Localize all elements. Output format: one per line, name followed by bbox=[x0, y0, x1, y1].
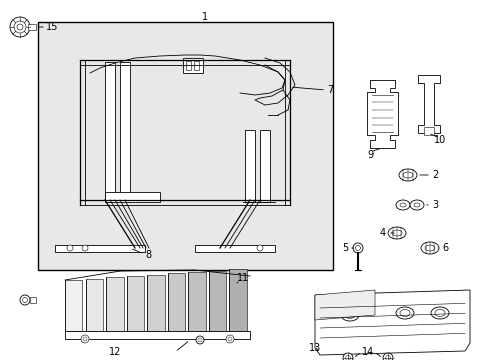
Circle shape bbox=[82, 245, 88, 251]
Circle shape bbox=[345, 356, 350, 360]
Circle shape bbox=[67, 245, 73, 251]
Polygon shape bbox=[314, 290, 374, 320]
Ellipse shape bbox=[399, 310, 409, 316]
Ellipse shape bbox=[430, 307, 448, 319]
Ellipse shape bbox=[413, 203, 419, 207]
Bar bbox=[423, 127, 433, 135]
Polygon shape bbox=[167, 273, 185, 331]
Circle shape bbox=[14, 21, 26, 33]
Polygon shape bbox=[85, 279, 103, 331]
Bar bbox=[38, 22, 332, 270]
Text: 15: 15 bbox=[46, 22, 58, 32]
Polygon shape bbox=[106, 277, 123, 331]
Ellipse shape bbox=[424, 245, 434, 251]
Bar bbox=[120, 62, 130, 200]
Text: 10: 10 bbox=[433, 135, 445, 145]
Text: 11: 11 bbox=[236, 273, 248, 283]
Ellipse shape bbox=[402, 172, 412, 178]
Circle shape bbox=[10, 17, 30, 37]
Polygon shape bbox=[208, 271, 226, 331]
Polygon shape bbox=[366, 80, 397, 148]
Text: 6: 6 bbox=[441, 243, 447, 253]
Bar bbox=[65, 331, 249, 339]
Ellipse shape bbox=[391, 230, 401, 236]
Polygon shape bbox=[314, 290, 469, 355]
Bar bbox=[185, 61, 191, 70]
Text: 12: 12 bbox=[109, 347, 121, 357]
Text: 7: 7 bbox=[326, 85, 332, 95]
Polygon shape bbox=[188, 272, 205, 331]
Text: 8: 8 bbox=[144, 250, 151, 260]
Ellipse shape bbox=[420, 242, 438, 254]
Ellipse shape bbox=[352, 243, 362, 253]
Circle shape bbox=[22, 297, 27, 302]
Ellipse shape bbox=[434, 310, 444, 316]
Ellipse shape bbox=[409, 200, 423, 210]
Circle shape bbox=[83, 337, 87, 341]
Text: 2: 2 bbox=[431, 170, 437, 180]
Ellipse shape bbox=[340, 309, 358, 321]
Ellipse shape bbox=[345, 311, 354, 319]
Circle shape bbox=[225, 335, 234, 343]
Bar bbox=[30, 297, 36, 303]
Bar bbox=[183, 58, 203, 73]
Circle shape bbox=[385, 356, 390, 360]
Bar bbox=[105, 192, 160, 202]
Ellipse shape bbox=[355, 246, 360, 251]
Circle shape bbox=[382, 353, 392, 360]
Circle shape bbox=[17, 24, 23, 30]
Bar bbox=[260, 130, 269, 202]
Ellipse shape bbox=[398, 169, 416, 181]
Text: 4: 4 bbox=[379, 228, 385, 238]
Circle shape bbox=[81, 335, 89, 343]
Ellipse shape bbox=[399, 203, 405, 207]
Bar bbox=[244, 130, 254, 202]
Circle shape bbox=[257, 245, 263, 251]
Circle shape bbox=[196, 336, 203, 344]
Text: 5: 5 bbox=[341, 243, 347, 253]
Ellipse shape bbox=[395, 200, 409, 210]
Circle shape bbox=[227, 337, 231, 341]
Ellipse shape bbox=[387, 227, 405, 239]
Circle shape bbox=[342, 353, 352, 360]
Circle shape bbox=[198, 338, 202, 342]
Text: 13: 13 bbox=[308, 343, 321, 353]
Bar bbox=[195, 245, 274, 252]
Polygon shape bbox=[147, 275, 164, 331]
Text: 1: 1 bbox=[202, 12, 207, 22]
Bar bbox=[55, 245, 145, 252]
Polygon shape bbox=[229, 269, 246, 331]
Bar bbox=[28, 24, 36, 30]
Text: 14: 14 bbox=[361, 347, 373, 357]
Bar bbox=[194, 61, 199, 70]
Circle shape bbox=[20, 295, 30, 305]
Text: 9: 9 bbox=[366, 150, 372, 160]
Polygon shape bbox=[417, 75, 439, 133]
Polygon shape bbox=[65, 280, 82, 331]
Ellipse shape bbox=[395, 307, 413, 319]
Polygon shape bbox=[126, 276, 144, 331]
Text: 3: 3 bbox=[431, 200, 437, 210]
Bar bbox=[105, 62, 115, 200]
